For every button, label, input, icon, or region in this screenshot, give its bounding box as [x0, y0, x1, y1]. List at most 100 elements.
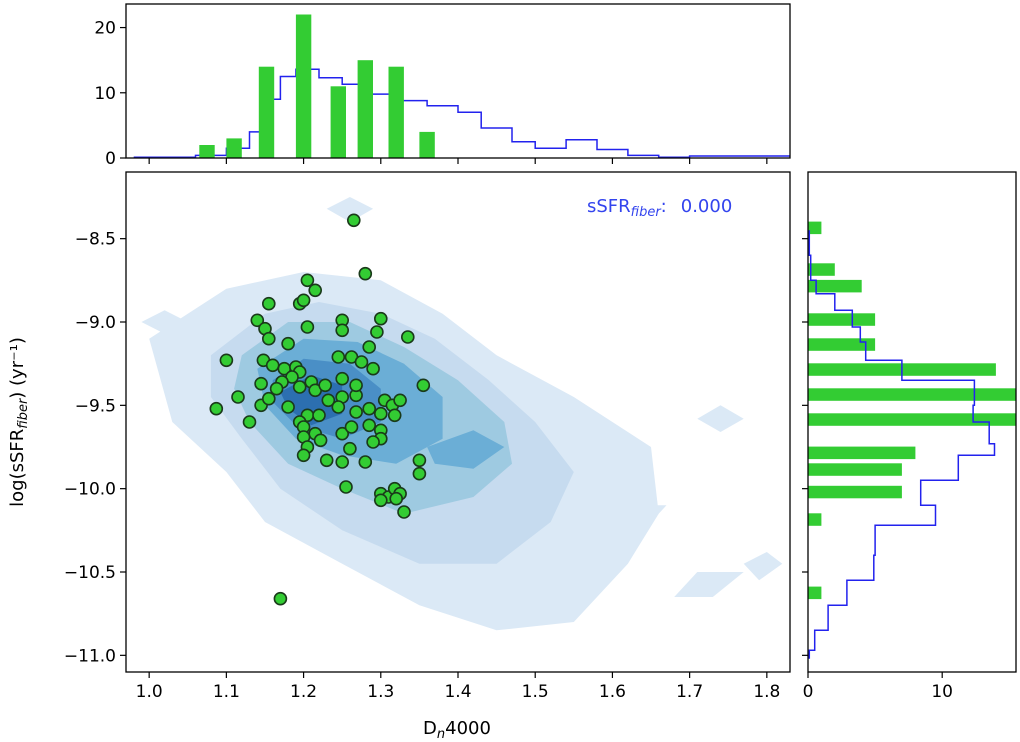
scatter-point	[269, 381, 284, 396]
x-tick-label: 1.4	[444, 682, 471, 702]
scatter-point	[296, 293, 311, 308]
right-hist-bar	[808, 446, 916, 460]
scatter-point	[331, 350, 346, 364]
scatter-point	[321, 393, 336, 408]
x-tick-label: 1.1	[213, 682, 240, 702]
top-hist-bar	[295, 14, 312, 158]
main-y-axis: −8.5 −9.0 −9.5 −10.0 −10.5 −11.0	[64, 230, 126, 666]
top-hist-bar	[330, 86, 346, 158]
right-hist-bar	[808, 388, 1016, 401]
top-hist-bar	[226, 138, 242, 158]
scatter-point	[331, 400, 346, 414]
scatter-point	[300, 320, 315, 334]
scatter-point	[373, 311, 388, 326]
scatter-point	[354, 355, 369, 369]
scatter-points	[209, 213, 431, 606]
scatter-point	[349, 405, 363, 419]
scatter-point	[343, 441, 357, 456]
scatter-point	[387, 408, 402, 423]
ssfr-annotation: sSFRfiber: 0.000	[587, 196, 732, 220]
right-hist-y-ticks	[802, 238, 808, 656]
top-hist-y-tick-label: 20	[94, 19, 116, 39]
scatter-point	[366, 435, 380, 449]
scatter-point	[261, 331, 276, 346]
scatter-point	[335, 455, 350, 469]
y-tick-label: −9.5	[75, 396, 116, 416]
scatter-point	[335, 323, 350, 338]
right-hist-bar	[808, 221, 822, 235]
density-contour-level-1	[326, 197, 374, 222]
x-tick-label: 1.6	[599, 682, 626, 702]
scatter-point	[366, 361, 380, 376]
scatter-point	[242, 415, 257, 429]
scatter-point	[308, 283, 323, 298]
scatter-point	[318, 378, 333, 393]
scatter-point	[362, 340, 377, 354]
scatter-point	[254, 376, 268, 391]
top-hist-bars	[199, 14, 435, 159]
right-hist-x-tick-label: 10	[931, 682, 953, 702]
density-contour-level-1	[141, 310, 188, 334]
x-tick-label: 1.5	[522, 682, 549, 702]
scatter-point	[292, 380, 307, 394]
right-hist-bar	[808, 263, 835, 276]
scatter-point	[393, 393, 407, 408]
x-tick-label: 1.2	[290, 682, 317, 702]
scatter-point	[219, 353, 234, 368]
right-hist-bar	[808, 485, 902, 499]
scatter-point	[400, 330, 415, 344]
right-hist-reference	[808, 230, 996, 659]
scatter-point	[265, 358, 280, 373]
top-hist-bar	[419, 131, 435, 158]
scatter-point	[281, 336, 295, 351]
top-hist-y-tick-label: 10	[94, 84, 116, 104]
scatter-point	[312, 408, 326, 423]
scatter-point	[250, 313, 265, 328]
scatter-point	[412, 453, 427, 468]
y-tick-label: −10.0	[64, 480, 116, 500]
top-hist-bar	[258, 66, 275, 158]
top-hist-y-tick-label: 0	[105, 149, 116, 169]
top-hist-frame	[125, 3, 791, 159]
y-tick-label: −10.5	[64, 563, 116, 583]
right-hist-x-axis: 0 10	[803, 672, 953, 702]
right-hist-bar	[808, 313, 876, 326]
scatter-point	[362, 418, 377, 433]
density-contour-level-4	[427, 430, 505, 469]
right-hist-bar	[808, 463, 902, 476]
right-hist-bar	[808, 586, 822, 600]
scatter-point	[209, 401, 224, 416]
scatter-point	[397, 505, 411, 519]
density-contour-level-1	[743, 552, 783, 581]
ssfr-annotation-value: 0.000	[681, 196, 733, 217]
density-contour-level-1	[612, 505, 667, 531]
y-tick-label: −8.5	[75, 230, 116, 250]
scatter-point	[344, 420, 359, 434]
right-hist-reference-line	[808, 230, 996, 659]
main-x-axis: 1.0 1.1 1.2 1.3 1.4 1.5 1.6 1.7 1.8	[136, 672, 780, 702]
scatter-point	[339, 480, 353, 494]
scatter-point	[358, 266, 373, 281]
x-axis-label: Dn4000	[423, 718, 491, 742]
density-contour-level-1	[674, 572, 744, 597]
scatter-point	[281, 400, 295, 414]
scatter-point	[370, 325, 384, 339]
top-hist-bar	[357, 60, 373, 159]
scatter-point	[346, 213, 361, 228]
scatter-point	[412, 466, 427, 481]
scatter-point	[296, 448, 311, 463]
top-hist-bar	[388, 66, 404, 158]
scatter-point	[416, 378, 431, 393]
y-axis-label: log(sSFRfiber) (yr⁻¹)	[7, 337, 31, 507]
scatter-point	[231, 390, 245, 404]
scatter-point	[373, 493, 388, 508]
x-tick-label: 1.0	[136, 682, 163, 702]
top-hist-bar	[199, 145, 215, 158]
scatter-point	[313, 433, 328, 448]
scatter-point	[358, 455, 373, 469]
density-contours	[141, 197, 783, 631]
right-hist-bars	[808, 221, 1016, 600]
x-tick-label: 1.7	[676, 682, 703, 702]
right-hist-frame	[807, 171, 1017, 673]
